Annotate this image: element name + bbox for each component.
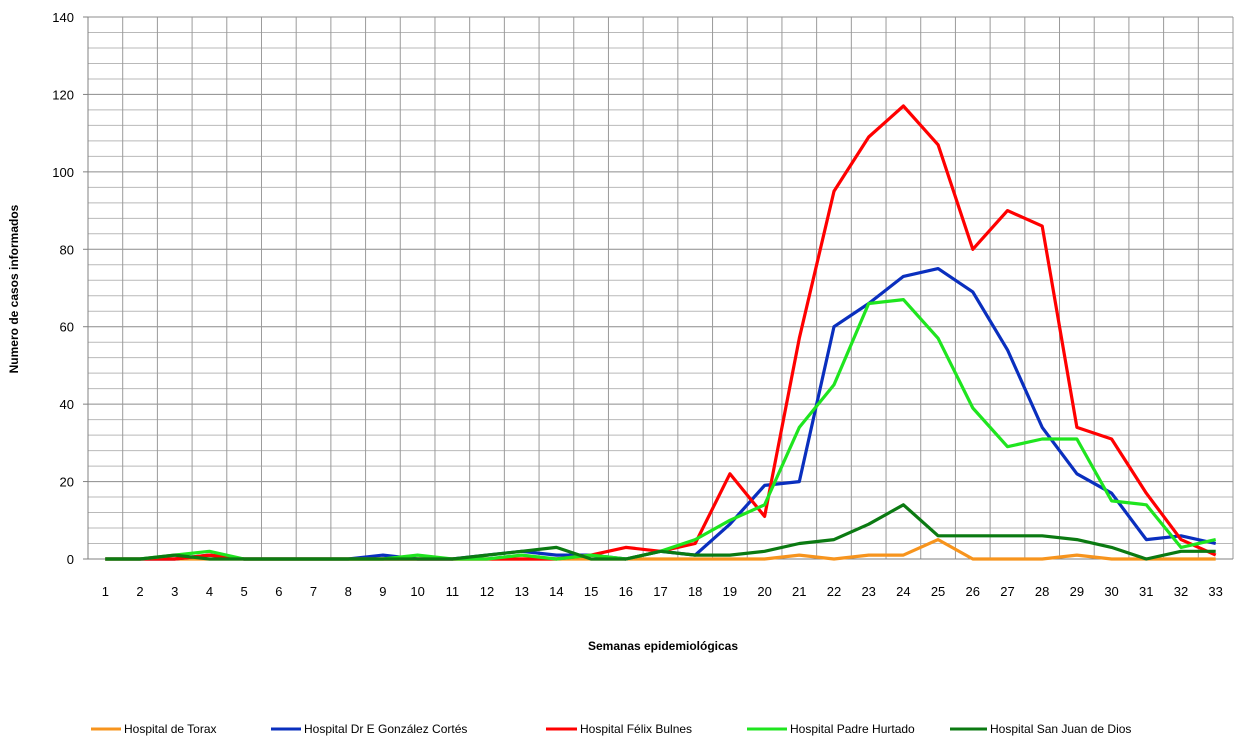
x-tick-label: 11 (446, 584, 460, 599)
y-tick-label: 140 (52, 10, 74, 25)
series-line-1 (105, 537, 1216, 561)
y-tick-label: 60 (60, 320, 74, 335)
x-tick-label: 4 (206, 584, 213, 599)
y-tick-label: 20 (60, 475, 74, 490)
x-tick-label: 8 (345, 584, 352, 599)
legend-label: Hospital Padre Hurtado (790, 722, 915, 736)
x-tick-label: 31 (1139, 584, 1153, 599)
legend-label: Hospital Dr E González Cortés (304, 722, 467, 736)
x-tick-label: 28 (1035, 584, 1049, 599)
x-tick-label: 15 (584, 584, 598, 599)
x-tick-label: 14 (549, 584, 563, 599)
x-tick-label: 16 (619, 584, 633, 599)
x-tick-label: 29 (1070, 584, 1084, 599)
x-tick-label: 6 (275, 584, 282, 599)
x-tick-label: 7 (310, 584, 317, 599)
legend-label: Hospital de Torax (124, 722, 217, 736)
series-line-3 (105, 104, 1217, 561)
series-line-2 (105, 267, 1217, 561)
y-tick-label: 0 (67, 552, 74, 567)
x-tick-label: 22 (827, 584, 841, 599)
x-tick-label: 1 (102, 584, 109, 599)
x-tick-label: 13 (514, 584, 528, 599)
series-line-5 (105, 503, 1216, 561)
y-tick-label: 120 (52, 87, 74, 102)
legend: Hospital de Torax Hospital Dr E González … (91, 722, 1131, 736)
x-tick-label: 3 (171, 584, 178, 599)
legend-label: Hospital Félix Bulnes (580, 722, 692, 736)
y-tick-label: 80 (60, 242, 74, 257)
x-tick-label: 2 (136, 584, 143, 599)
x-tick-label: 12 (480, 584, 494, 599)
x-tick-label: 20 (757, 584, 771, 599)
y-axis-title: Numero de casos informados (7, 204, 21, 373)
y-tick-label: 40 (60, 397, 74, 412)
x-tick-label: 25 (931, 584, 945, 599)
x-tick-label: 26 (966, 584, 980, 599)
x-axis-title: Semanas epidemiológicas (588, 639, 738, 653)
series-lines (105, 104, 1217, 561)
x-tick-label: 32 (1174, 584, 1188, 599)
legend-label: Hospital San Juan de Dios (990, 722, 1131, 736)
x-tick-label: 24 (896, 584, 910, 599)
series-line-4 (105, 298, 1217, 561)
x-tick-label: 23 (861, 584, 875, 599)
x-tick-label: 5 (241, 584, 248, 599)
x-tick-label: 17 (653, 584, 667, 599)
x-axis-ticks: 1 2 3 4 5 6 7 8 9 10 11 12 13 14 15 16 17 18 19 20 21 22 23 24 2… (102, 584, 1223, 599)
x-tick-label: 19 (723, 584, 737, 599)
x-tick-label: 18 (688, 584, 702, 599)
y-axis-ticks: 0 20 40 60 80 100 120 140 (52, 10, 88, 567)
x-tick-label: 33 (1208, 584, 1222, 599)
y-tick-label: 100 (52, 165, 74, 180)
x-tick-label: 21 (792, 584, 806, 599)
x-tick-label: 27 (1000, 584, 1014, 599)
grid-lines (87, 16, 1234, 560)
x-tick-label: 9 (379, 584, 386, 599)
x-tick-label: 10 (410, 584, 424, 599)
x-tick-label: 30 (1104, 584, 1118, 599)
